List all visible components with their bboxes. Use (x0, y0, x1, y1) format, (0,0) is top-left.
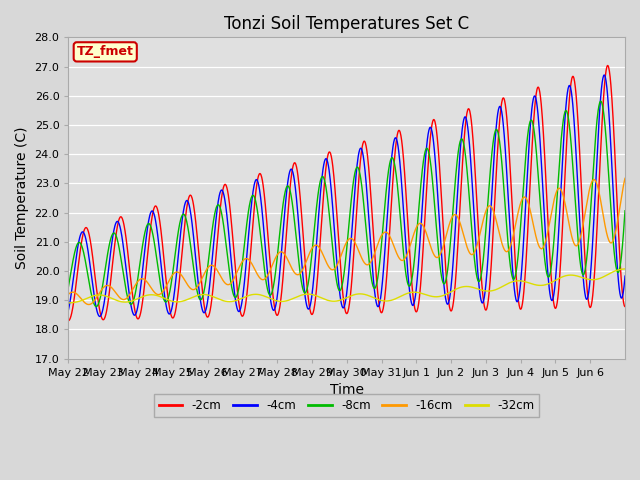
-2cm (152, 203, 159, 209)
-4cm (560, 134, 568, 140)
-8cm (333, 277, 340, 283)
-8cm (65, 284, 72, 289)
-4cm (600, 72, 608, 78)
-16cm (333, 264, 340, 269)
-32cm (621, 266, 629, 272)
-4cm (322, 156, 330, 162)
-32cm (332, 298, 340, 304)
Line: -2cm: -2cm (68, 65, 625, 321)
Line: -8cm: -8cm (68, 101, 625, 307)
-16cm (560, 195, 568, 201)
-16cm (152, 291, 159, 297)
-16cm (478, 222, 486, 228)
-8cm (614, 269, 622, 275)
-2cm (65, 318, 72, 324)
-2cm (332, 200, 340, 206)
-8cm (478, 266, 486, 272)
-8cm (597, 98, 605, 104)
-32cm (559, 274, 567, 279)
Line: -16cm: -16cm (68, 179, 625, 304)
-4cm (621, 273, 629, 279)
-4cm (152, 219, 159, 225)
-16cm (65, 291, 72, 297)
-16cm (85, 301, 93, 307)
-32cm (65, 300, 72, 306)
Line: -4cm: -4cm (68, 75, 625, 316)
Y-axis label: Soil Temperature (C): Soil Temperature (C) (15, 127, 29, 269)
-32cm (322, 297, 330, 302)
-8cm (152, 250, 159, 255)
X-axis label: Time: Time (330, 383, 364, 397)
-32cm (478, 287, 486, 293)
Title: Tonzi Soil Temperatures Set C: Tonzi Soil Temperatures Set C (224, 15, 469, 33)
Text: TZ_fmet: TZ_fmet (77, 46, 134, 59)
-2cm (559, 206, 567, 212)
Legend: -2cm, -4cm, -8cm, -16cm, -32cm: -2cm, -4cm, -8cm, -16cm, -32cm (154, 395, 540, 417)
-16cm (322, 258, 330, 264)
-2cm (478, 281, 486, 287)
-8cm (621, 208, 629, 214)
-8cm (93, 304, 100, 310)
-32cm (152, 292, 159, 298)
-2cm (621, 304, 629, 310)
-8cm (560, 114, 568, 120)
-32cm (614, 267, 621, 273)
-4cm (333, 254, 340, 260)
-2cm (604, 62, 611, 68)
-4cm (96, 313, 104, 319)
Line: -32cm: -32cm (68, 269, 625, 303)
-4cm (478, 300, 486, 306)
-2cm (322, 168, 330, 174)
-4cm (65, 307, 72, 312)
-8cm (322, 184, 330, 190)
-2cm (614, 221, 622, 227)
-4cm (614, 278, 622, 284)
-16cm (621, 176, 629, 181)
-16cm (614, 215, 622, 221)
